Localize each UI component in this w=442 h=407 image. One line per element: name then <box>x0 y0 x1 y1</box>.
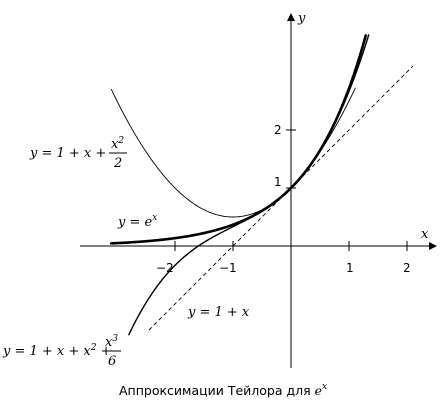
y-axis-label: y <box>297 11 306 26</box>
y-tick-label-2: 2 <box>274 123 282 137</box>
svg-text:y = 1 + x +: y = 1 + x + <box>29 146 106 161</box>
x-axis-label: x <box>421 227 429 242</box>
svg-text:2: 2 <box>113 156 122 171</box>
svg-text:y = 1 + x + x2 +: y = 1 + x + x2 + <box>2 343 112 359</box>
x-tick-label-neg2: −2 <box>156 261 174 275</box>
linear-approximation-line <box>148 65 414 331</box>
svg-text:x2: x2 <box>111 136 124 152</box>
quadratic-label: y = 1 + x + x2 2 <box>29 136 127 171</box>
caption: Аппроксимации Тейлора для ex <box>119 382 327 398</box>
x-tick-label-neg1: −1 <box>219 261 237 275</box>
linear-label: y = 1 + x <box>187 305 250 320</box>
x-tick-label-1: 1 <box>346 261 354 275</box>
cubic-approximation-curve <box>127 34 370 336</box>
y-tick-label-1: 1 <box>274 175 282 189</box>
x-tick-label-2: 2 <box>403 261 411 275</box>
svg-text:6: 6 <box>108 354 116 369</box>
exp-label: y = ex <box>117 213 157 230</box>
svg-text:x3: x3 <box>105 334 118 350</box>
x-ticks <box>174 241 408 251</box>
exponential-curve <box>109 34 368 245</box>
cubic-label: y = 1 + x + x2 + x3 6 <box>2 334 121 369</box>
